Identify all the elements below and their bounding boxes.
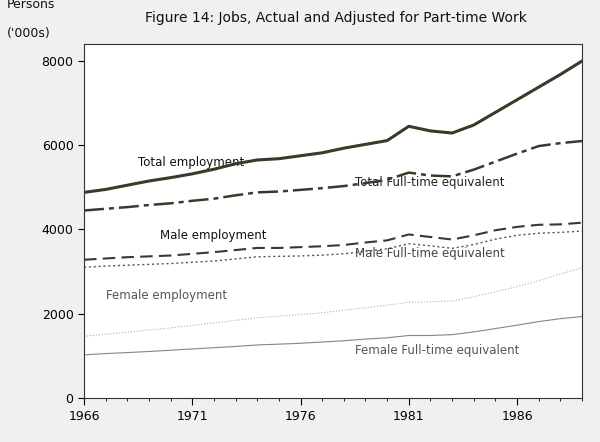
Text: Figure 14: Jobs, Actual and Adjusted for Part-time Work: Figure 14: Jobs, Actual and Adjusted for… <box>145 11 527 25</box>
Text: Persons: Persons <box>7 0 55 11</box>
Text: Female Full-time equivalent: Female Full-time equivalent <box>355 344 519 357</box>
Text: ('000s): ('000s) <box>7 27 50 39</box>
Text: Total employment: Total employment <box>138 156 244 168</box>
Text: Male employment: Male employment <box>160 229 266 242</box>
Text: Total Full-time equivalent: Total Full-time equivalent <box>355 176 504 189</box>
Text: Male Full-time equivalent: Male Full-time equivalent <box>355 247 505 260</box>
Text: Female employment: Female employment <box>106 289 227 302</box>
